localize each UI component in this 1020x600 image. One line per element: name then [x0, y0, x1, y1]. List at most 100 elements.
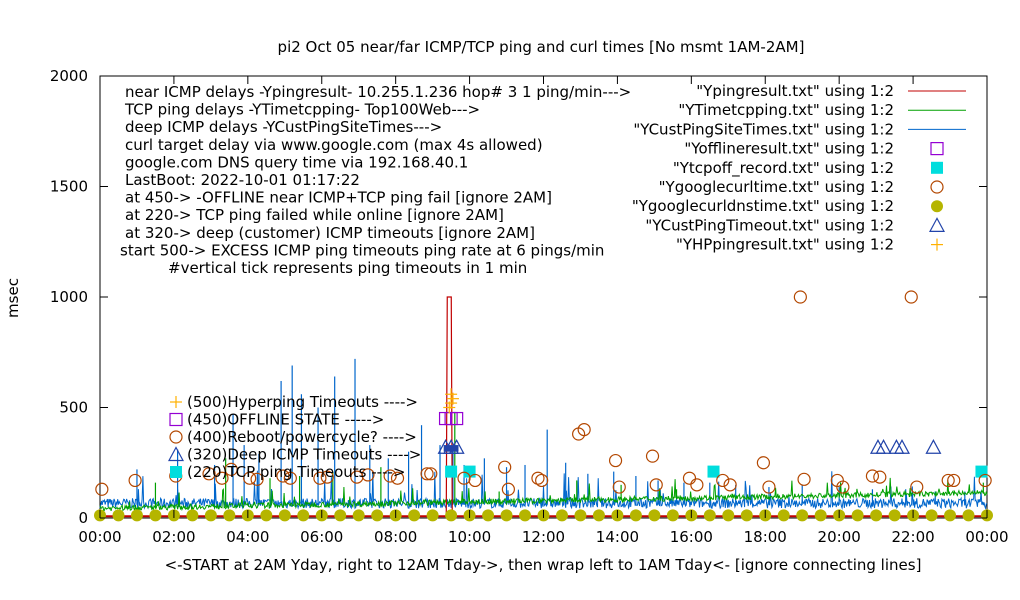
data-point	[793, 290, 807, 304]
data-point	[870, 509, 883, 522]
legend: "Ypingresult.txt" using 1:2"YTimetcpping…	[632, 82, 966, 254]
data-point	[250, 472, 264, 486]
data-point	[283, 471, 297, 485]
info-line: at 320-> deep (customer) ICMP timeouts […	[125, 224, 535, 242]
data-point	[865, 469, 880, 483]
data-point	[501, 482, 515, 496]
data-point	[722, 509, 735, 522]
data-point	[186, 509, 199, 522]
data-point	[535, 473, 549, 488]
data-point	[390, 471, 405, 485]
series-6	[94, 509, 993, 522]
key-marker	[170, 396, 182, 408]
data-point	[215, 471, 229, 485]
series-5	[95, 290, 992, 496]
marker-key-block: (500)Hyperping Timeouts ---->(450)OFFLIN…	[167, 393, 421, 481]
data-point	[112, 509, 125, 522]
data-point	[944, 509, 957, 522]
legend-label: "Yofflineresult.txt" using 1:2	[684, 140, 894, 158]
data-point	[707, 465, 720, 478]
data-point	[612, 480, 626, 494]
series-group	[94, 290, 993, 522]
legend-swatch	[930, 180, 944, 194]
x-tick-label: 12:00	[522, 528, 565, 546]
data-point	[690, 478, 704, 492]
data-point	[445, 509, 458, 522]
info-line: TCP ping delays -YTimetcpping- Top100Web…	[124, 101, 480, 119]
data-point	[450, 411, 464, 426]
data-point	[408, 509, 421, 522]
legend-label: "YCustPingTimeout.txt" using 1:2	[645, 216, 894, 234]
data-point	[424, 467, 438, 481]
info-line: deep ICMP delays -YCustPingSiteTimes--->	[125, 118, 442, 136]
y-tick-label: 1000	[50, 288, 88, 306]
data-point	[941, 473, 955, 488]
data-point	[498, 460, 512, 474]
data-point	[202, 467, 216, 481]
data-point	[904, 290, 918, 304]
data-point	[947, 473, 961, 488]
legend-swatch	[931, 238, 943, 251]
data-point	[648, 509, 661, 522]
data-point	[426, 509, 439, 522]
series-spike	[445, 296, 453, 517]
data-point	[531, 471, 545, 485]
data-point	[962, 509, 975, 522]
series-line	[99, 477, 988, 513]
legend-label: "Ygooglecurldnstime.txt" using 1:2	[632, 197, 894, 215]
legend-label: "Ypingresult.txt" using 1:2	[696, 82, 894, 100]
data-point	[297, 509, 310, 522]
x-tick-label: 04:00	[226, 528, 269, 546]
data-point	[224, 462, 238, 476]
key-marker	[169, 430, 183, 444]
data-point	[95, 482, 109, 496]
data-point	[223, 509, 236, 522]
data-point	[851, 509, 864, 522]
x-tick-label: 08:00	[374, 528, 417, 546]
data-point	[555, 509, 568, 522]
key-label: (400)Reboot/powercycle? ---->	[187, 428, 417, 446]
info-line: curl target delay via www.google.com (ma…	[125, 136, 543, 154]
key-label: (500)Hyperping Timeouts ---->	[187, 393, 418, 411]
data-point	[149, 509, 162, 522]
y-tick-label: 2000	[50, 67, 88, 85]
y-tick-label: 0	[78, 509, 88, 527]
key-marker	[169, 412, 183, 427]
data-point	[716, 473, 730, 488]
series-4	[445, 465, 988, 478]
data-point	[313, 471, 327, 485]
data-point	[777, 509, 790, 522]
data-point	[320, 470, 334, 484]
data-point	[740, 509, 753, 522]
data-point	[925, 439, 942, 454]
data-point	[814, 509, 827, 522]
key-label: (450)OFFLINE STATE ----->	[187, 411, 384, 429]
data-point	[445, 465, 458, 478]
data-point	[723, 478, 737, 492]
x-tick-label: 18:00	[744, 528, 787, 546]
series-3	[438, 411, 464, 426]
info-line: near ICMP delays -Ypingresult- 10.255.1.…	[125, 83, 631, 101]
x-tick-label: 06:00	[300, 528, 343, 546]
series-7	[437, 439, 942, 454]
data-point	[796, 509, 809, 522]
y-tick-label: 500	[59, 399, 88, 417]
x-tick-label: 02:00	[152, 528, 195, 546]
data-point	[204, 509, 217, 522]
data-point	[629, 509, 642, 522]
legend-label: "YCustPingSiteTimes.txt" using 1:2	[633, 120, 894, 138]
info-line: LastBoot: 2022-10-01 01:17:22	[125, 171, 360, 189]
y-axis-label: msec	[4, 278, 22, 318]
data-point	[371, 509, 384, 522]
data-point	[500, 509, 513, 522]
key-marker	[170, 466, 182, 478]
data-point	[420, 467, 434, 481]
legend-label: "YTimetcpping.txt" using 1:2	[678, 101, 894, 119]
data-point	[873, 470, 887, 484]
data-point	[482, 509, 495, 522]
x-tick-label: 00:00	[78, 528, 121, 546]
data-point	[445, 388, 458, 401]
x-tick-label: 22:00	[891, 528, 934, 546]
x-tick-label: 20:00	[818, 528, 861, 546]
